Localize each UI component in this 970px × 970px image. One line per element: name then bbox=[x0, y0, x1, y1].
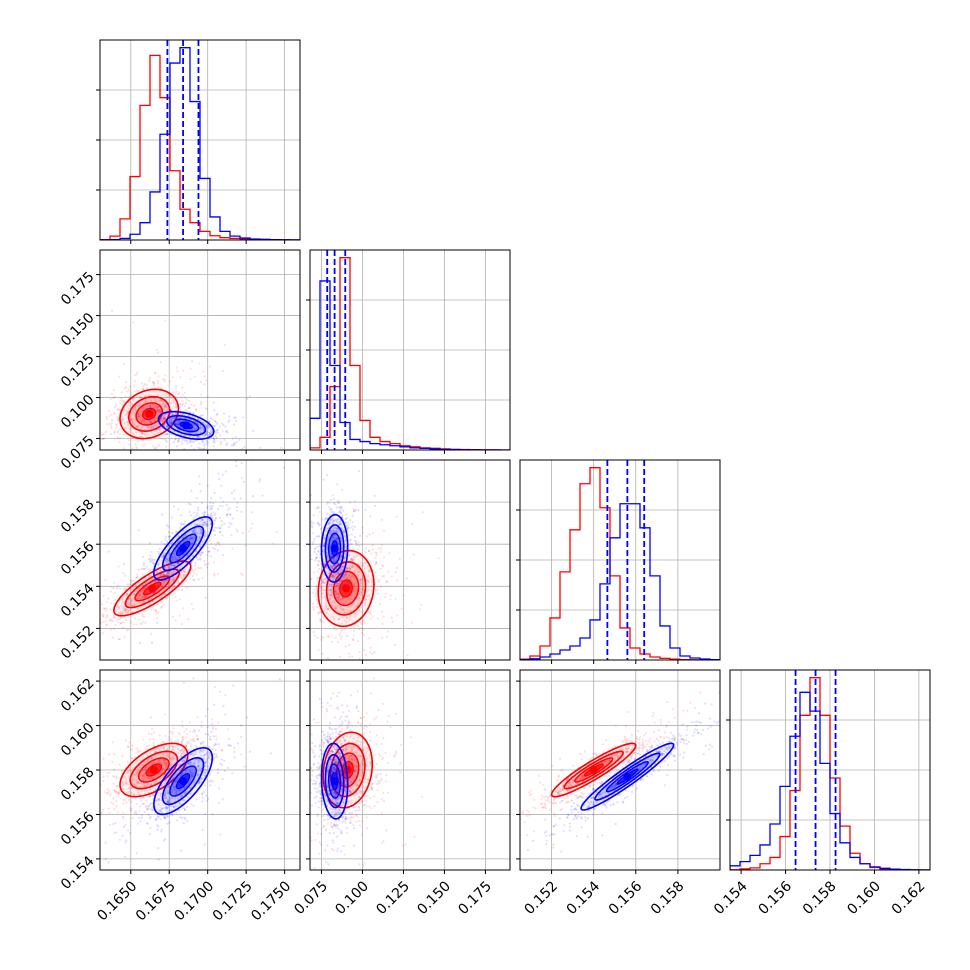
hist-blue-3 bbox=[730, 691, 930, 870]
x-tick-label: 0.1675 bbox=[133, 878, 179, 924]
scatter-panel-3-0: 0.1540.1560.1580.1600.1620.16500.16750.1… bbox=[58, 669, 301, 924]
x-tick-label: 0.1750 bbox=[248, 878, 294, 924]
y-tick-label: 0.154 bbox=[58, 581, 98, 621]
x-tick-label: 0.150 bbox=[414, 878, 454, 918]
peak-blue-2-1 bbox=[330, 544, 339, 553]
hist-blue-2 bbox=[520, 503, 720, 660]
peak-blue-3-2 bbox=[623, 772, 632, 781]
x-tick-label: 0.154 bbox=[711, 878, 751, 918]
scatter-panel-3-2: 0.152 0.154 0.156 0.158 bbox=[516, 669, 721, 918]
y-tick-label: 0.175 bbox=[58, 269, 98, 309]
x-tick-label: 0.158 bbox=[800, 878, 840, 918]
x-tick-label: 0.158 bbox=[648, 878, 688, 918]
x-tick-label: 0.1700 bbox=[171, 878, 217, 924]
x-tick-label: 0.1650 bbox=[94, 878, 140, 924]
y-tick-label: 0.100 bbox=[58, 392, 98, 432]
hist-panel-2 bbox=[516, 459, 721, 664]
hist-blue-0 bbox=[100, 47, 300, 240]
y-tick-label: 0.125 bbox=[58, 351, 98, 391]
y-tick-label: 0.158 bbox=[58, 496, 98, 536]
peak-blue-3-0 bbox=[179, 777, 188, 786]
x-tick-label: 0.156 bbox=[756, 878, 796, 918]
y-tick-label: 0.156 bbox=[58, 809, 98, 849]
x-tick-label: 0.175 bbox=[455, 878, 495, 918]
x-tick-label: 0.160 bbox=[844, 878, 884, 918]
hist-panel-0 bbox=[96, 39, 301, 244]
peak-blue-1-0 bbox=[182, 421, 191, 430]
peak-red-3-0 bbox=[149, 766, 158, 774]
x-tick-label: 0.100 bbox=[332, 878, 372, 918]
x-tick-label: 0.152 bbox=[522, 878, 562, 918]
peak-blue-2-0 bbox=[179, 544, 188, 553]
y-tick-label: 0.158 bbox=[58, 764, 98, 804]
x-tick-label: 0.1725 bbox=[210, 878, 256, 924]
hist-red-2 bbox=[520, 467, 720, 660]
peak-red-1-0 bbox=[145, 409, 154, 418]
scatter-panel-2-1 bbox=[306, 459, 511, 664]
scatter-red-2-1 bbox=[310, 493, 440, 660]
y-tick-label: 0.162 bbox=[58, 675, 98, 715]
x-tick-label: 0.125 bbox=[373, 878, 413, 918]
scatter-red-1-0 bbox=[100, 309, 251, 450]
peak-blue-3-1 bbox=[330, 777, 339, 786]
y-tick-label: 0.150 bbox=[58, 310, 98, 350]
peak-red-2-0 bbox=[148, 584, 157, 593]
y-tick-label: 0.154 bbox=[58, 853, 98, 893]
hist-panel-1 bbox=[306, 249, 511, 454]
x-tick-label: 0.162 bbox=[889, 878, 929, 918]
scatter-panel-3-1: 0.075 0.100 0.125 0.150 0.175 bbox=[291, 669, 511, 918]
x-tick-label: 0.075 bbox=[291, 878, 331, 918]
y-tick-label: 0.075 bbox=[58, 433, 98, 473]
y-tick-label: 0.152 bbox=[58, 623, 98, 663]
y-tick-label: 0.160 bbox=[58, 720, 98, 760]
x-tick-label: 0.154 bbox=[564, 878, 604, 918]
x-tick-label: 0.156 bbox=[606, 878, 646, 918]
peak-red-3-2 bbox=[589, 766, 598, 774]
y-tick-label: 0.156 bbox=[58, 538, 98, 578]
peak-red-2-1 bbox=[342, 584, 351, 593]
hist-panel-3: 0.154 0.156 0.158 0.160 0.162 bbox=[711, 669, 931, 918]
